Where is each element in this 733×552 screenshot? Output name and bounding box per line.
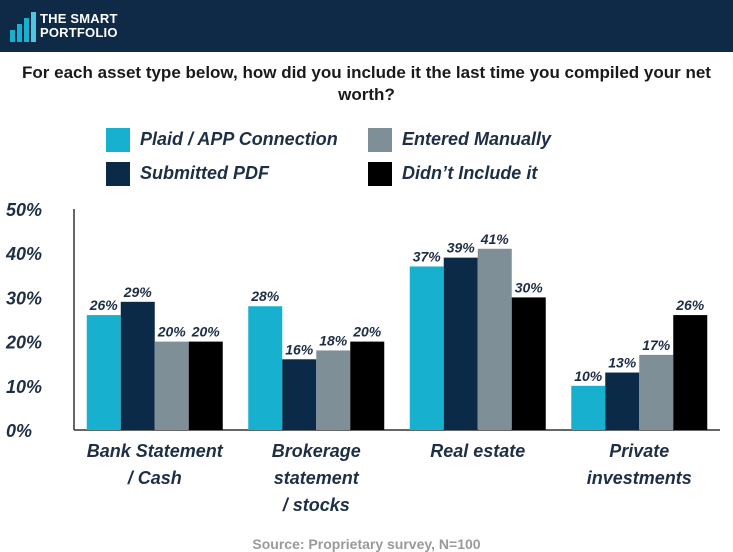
chart-question-title: For each asset type below, how did you i… — [22, 63, 711, 104]
bar — [639, 354, 674, 430]
legend-label-submitted-pdf: Submitted PDF — [140, 163, 269, 183]
bar-data-label: 30% — [515, 279, 544, 295]
bar-growth-logo-icon — [10, 12, 36, 42]
bar-data-label: 17% — [642, 337, 671, 353]
bar-data-label: 41% — [480, 231, 510, 247]
logo-line-1: THE SMART — [40, 11, 118, 26]
x-category-label: / Cash — [127, 468, 182, 488]
grouped-bar-chart: 0%10%20%30%40%50%26%29%20% 20%Bank Statem… — [5, 200, 720, 515]
bar — [443, 257, 478, 430]
bar — [120, 301, 155, 430]
bar-data-label: 26% — [89, 297, 119, 313]
legend-label-plaid: Plaid / APP Connection — [140, 129, 338, 149]
bar-data-label: 18% — [319, 332, 348, 348]
y-tick-label: 10% — [6, 377, 42, 397]
bar — [188, 341, 223, 430]
x-category-label: investments — [587, 468, 692, 488]
legend-swatch-submitted-pdf — [106, 162, 130, 186]
legend-swatch-entered-manually — [368, 128, 392, 152]
x-category-label: Brokerage — [272, 441, 361, 461]
legend-swatch-didnt-include — [368, 162, 392, 186]
x-category-label: statement — [274, 468, 360, 488]
bar — [409, 266, 444, 430]
legend-label-entered-manually: Entered Manually — [402, 129, 552, 149]
y-tick-label: 50% — [6, 200, 42, 220]
bar-data-label: 29% — [123, 284, 153, 300]
y-tick-label: 0% — [6, 421, 32, 441]
bar — [571, 385, 606, 430]
x-category-label: / stocks — [282, 495, 350, 515]
bar-data-label: 20% — [352, 324, 382, 340]
bar — [605, 372, 640, 430]
header-bar: THE SMART PORTFOLIO — [0, 0, 733, 52]
x-category-label: Private — [609, 441, 669, 461]
y-tick-label: 40% — [5, 244, 42, 264]
bar — [511, 297, 546, 430]
y-tick-label: 30% — [6, 288, 42, 308]
y-tick-label: 20% — [5, 333, 42, 353]
bar-data-label: 16% — [285, 341, 314, 357]
bar-data-label: 39% — [447, 240, 476, 256]
x-category-label: Real estate — [430, 441, 525, 461]
bar-data-label: 37% — [413, 248, 442, 264]
bar — [248, 306, 283, 430]
bar-data-label: 28% — [250, 288, 280, 304]
legend-swatch-plaid — [106, 128, 130, 152]
bar-data-label: 20% — [191, 324, 221, 340]
bar — [282, 359, 317, 430]
bar-data-label: 20% — [157, 324, 187, 340]
bar — [154, 341, 189, 430]
x-category-label: Bank Statement — [87, 441, 224, 461]
source-note: Source: Proprietary survey, N=100 — [252, 536, 481, 552]
logo-line-2: PORTFOLIO — [40, 25, 118, 40]
bar-data-label: 13% — [608, 355, 637, 371]
legend-label-didnt-include: Didn’t Include it — [402, 163, 538, 183]
bar — [477, 248, 512, 430]
bar — [350, 341, 385, 430]
bar — [673, 315, 708, 430]
bar-data-label: 26% — [675, 297, 705, 313]
logo-text: THE SMART PORTFOLIO — [40, 12, 118, 40]
bar-data-label: 10% — [574, 368, 603, 384]
bar — [86, 315, 121, 430]
bar — [316, 350, 351, 430]
